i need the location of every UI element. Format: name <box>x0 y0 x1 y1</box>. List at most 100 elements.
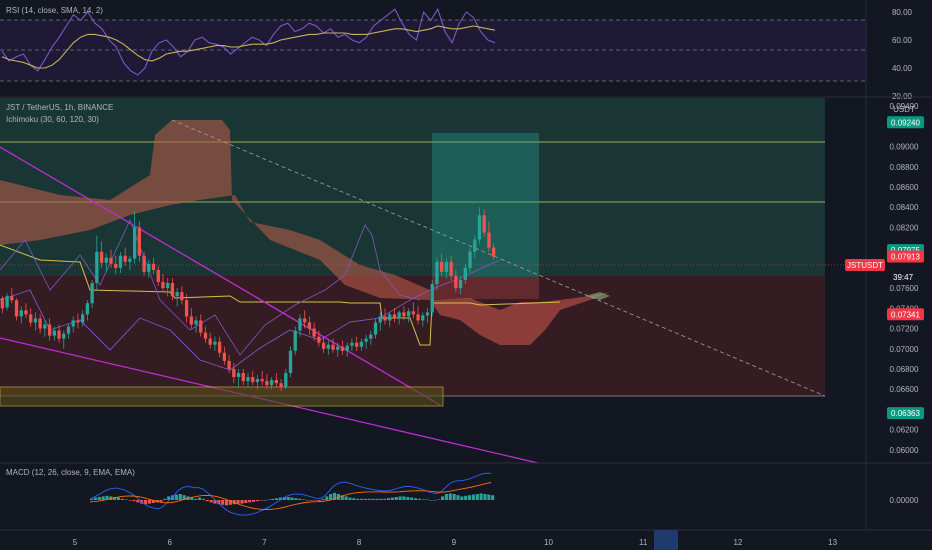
macd-histogram-bar <box>174 494 178 500</box>
trendline-upper[interactable] <box>0 146 441 406</box>
candle-body <box>331 344 335 350</box>
candle-body <box>468 251 472 268</box>
ichimoku-legend: Ichimoku (30, 60, 120, 30) <box>6 115 99 124</box>
macd-histogram-bar <box>236 500 240 504</box>
macd-histogram-bar <box>159 500 163 502</box>
candle-body <box>411 311 415 315</box>
candle-body <box>57 330 61 339</box>
candle-body <box>359 341 364 347</box>
candle-body <box>199 320 203 333</box>
macd-histogram-bar <box>298 498 302 500</box>
macd-histogram-bar <box>398 496 402 500</box>
candle-body <box>463 267 467 280</box>
candle-body <box>354 342 359 347</box>
macd-histogram-bar <box>340 495 344 500</box>
support-zone[interactable] <box>0 386 444 407</box>
candle-body <box>14 300 19 317</box>
candle-body <box>189 316 193 325</box>
macd-histogram-bar <box>267 499 271 500</box>
candle-body <box>10 296 14 301</box>
candle-body <box>458 280 463 289</box>
candle-body <box>298 318 302 331</box>
price-axis[interactable]: USDT 0.09400 0.09000 0.08800 0.08600 0.08400… <box>845 0 924 530</box>
candle-body <box>81 314 85 323</box>
candle-body <box>114 263 118 268</box>
candle-body <box>38 318 42 329</box>
macd-histogram-bar <box>101 496 105 500</box>
candle-body <box>24 310 28 315</box>
candle-body <box>317 336 321 343</box>
macd-histogram-bar <box>417 498 421 500</box>
candle-body <box>425 312 430 316</box>
position-target-zone[interactable] <box>0 98 825 276</box>
candle-body <box>0 298 5 309</box>
candle-body <box>43 324 47 329</box>
candle-body <box>440 261 444 272</box>
macd-histogram-bar <box>433 500 437 501</box>
macd-histogram-bar <box>363 498 367 500</box>
trendline-dashed[interactable] <box>171 119 826 397</box>
macd-histogram-bar <box>360 498 364 500</box>
candle-body <box>166 283 170 289</box>
candle-body <box>303 318 307 323</box>
macd-histogram-bar <box>97 497 101 500</box>
candle-body <box>236 373 241 378</box>
candle-body <box>132 227 137 259</box>
candle-body <box>170 283 175 297</box>
macd-histogram-bar <box>255 500 259 502</box>
macd-histogram-bar <box>294 498 298 500</box>
macd-histogram-bar <box>205 500 209 502</box>
price-tag-label: 0.06363 <box>891 409 920 418</box>
macd-histogram-bar <box>429 500 433 501</box>
price-tick-label: 0.08200 <box>890 223 919 232</box>
macd-histogram-bar <box>286 497 290 500</box>
candle-body <box>274 380 278 384</box>
macd-histogram-bar <box>487 494 491 500</box>
candle-body <box>383 316 387 321</box>
macd-histogram-bar <box>375 498 379 500</box>
candle-body <box>284 373 288 388</box>
candle-body <box>449 261 453 276</box>
candle-body <box>95 251 99 284</box>
candle-body <box>33 318 38 323</box>
candle-body <box>218 341 222 353</box>
candle-body <box>109 257 113 264</box>
macd-histogram-bar <box>387 498 391 500</box>
macd-histogram-bar <box>190 497 194 500</box>
macd-histogram-bar <box>464 495 468 500</box>
macd-histogram-bar <box>225 500 229 506</box>
macd-histogram-bar <box>356 498 360 500</box>
macd-histogram-bar <box>151 500 155 503</box>
ichimoku-cloud-future <box>430 292 610 345</box>
candle-body <box>340 346 345 351</box>
macd-histogram-bar <box>348 497 352 500</box>
macd-histogram-bar <box>240 500 244 504</box>
macd-histogram-bar <box>201 498 205 500</box>
macd-histogram-bar <box>232 500 236 505</box>
ichimoku-cloud-bearish <box>0 120 430 300</box>
candle-body <box>208 338 212 345</box>
projection-box[interactable] <box>432 133 539 277</box>
candle-body <box>397 312 401 319</box>
candle-body <box>184 300 189 317</box>
macd-histogram-bar <box>379 498 383 500</box>
candle-body <box>19 310 23 317</box>
candle-body <box>406 311 411 317</box>
candle-body <box>175 292 179 297</box>
candle-body <box>350 342 354 346</box>
macd-histogram-bar <box>198 497 202 500</box>
candle-body <box>137 227 142 256</box>
macd-histogram-bar <box>352 498 356 500</box>
macd-histogram-bar <box>309 500 313 501</box>
time-tick-label: 7 <box>262 538 267 547</box>
candle-body <box>321 342 326 349</box>
macd-histogram-bar <box>259 500 263 501</box>
time-axis[interactable]: 5 6 7 8 9 10 11 12 13 <box>0 529 932 550</box>
macd-histogram-bar <box>317 500 321 502</box>
macd-histogram-bar <box>333 492 337 500</box>
macd-histogram-bar <box>178 494 182 500</box>
candle-body <box>345 345 349 351</box>
macd-histogram-bar <box>282 497 286 500</box>
macd-histogram-bar <box>448 493 452 500</box>
